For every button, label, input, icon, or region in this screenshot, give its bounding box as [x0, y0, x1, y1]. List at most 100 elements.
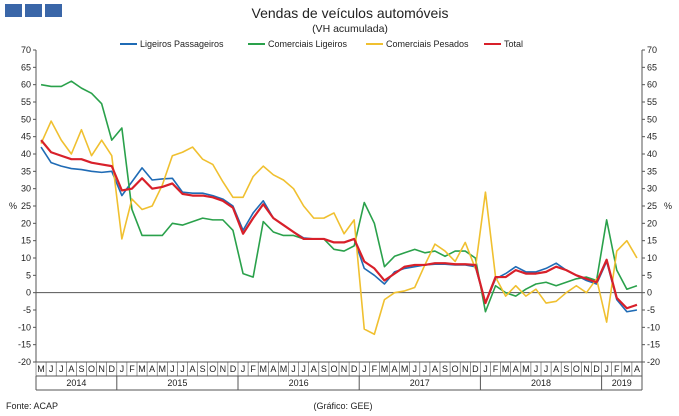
y-tick-label-right: 65	[647, 62, 657, 72]
x-tick-label-month: M	[381, 364, 389, 374]
y-tick-label-left: 30	[21, 184, 31, 194]
legend-label: Total	[504, 39, 523, 49]
x-tick-label-month: O	[573, 364, 580, 374]
y-tick-label-right: 50	[647, 114, 657, 124]
series-line-total	[40, 139, 638, 310]
x-tick-label-month: J	[301, 364, 306, 374]
y-tick-label-left: -20	[18, 357, 31, 367]
x-tick-label-month: O	[330, 364, 337, 374]
x-tick-label-month: O	[452, 364, 459, 374]
legend-label: Comerciais Pesados	[386, 39, 469, 49]
y-tick-label-right: 30	[647, 184, 657, 194]
y-tick-label-left: 0	[26, 288, 31, 298]
y-tick-label-left: 65	[21, 62, 31, 72]
x-tick-label-month: M	[37, 364, 45, 374]
x-tick-label-month: J	[170, 364, 175, 374]
y-tick-label-right: 70	[647, 45, 657, 55]
x-tick-label-month: J	[544, 364, 549, 374]
x-tick-label-month: S	[321, 364, 327, 374]
logo-block	[45, 4, 62, 17]
x-tick-label-month: A	[68, 364, 74, 374]
y-tick-label-right: 40	[647, 149, 657, 159]
legend-item-comerciais-ligeiros: Comerciais Ligeiros	[248, 39, 348, 49]
y-axis-label-right: %	[664, 201, 672, 211]
x-tick-label-month: F	[614, 364, 620, 374]
x-tick-label-month: A	[270, 364, 276, 374]
y-tick-label-right: 0	[647, 288, 652, 298]
x-tick-label-month: J	[362, 364, 367, 374]
x-tick-label-month: O	[88, 364, 95, 374]
y-tick-label-right: 55	[647, 97, 657, 107]
x-tick-label-month: M	[260, 364, 268, 374]
y-tick-label-left: 55	[21, 97, 31, 107]
y-tick-label-right: -15	[647, 340, 660, 350]
series-line-comerciais-ligeiros	[40, 80, 638, 313]
y-tick-label-right: 15	[647, 236, 657, 246]
y-tick-label-left: 40	[21, 149, 31, 159]
x-tick-label-month: J	[241, 364, 246, 374]
credit-note: (Gráfico: GEE)	[313, 401, 372, 411]
x-tick-label-month: S	[442, 364, 448, 374]
y-axis-label-left: %	[9, 201, 17, 211]
legend-label: Comerciais Ligeiros	[268, 39, 348, 49]
y-tick-label-left: -5	[23, 305, 31, 315]
x-tick-label-month: F	[129, 364, 135, 374]
x-tick-label-month: S	[78, 364, 84, 374]
y-tick-label-right: 35	[647, 166, 657, 176]
chart-title: Vendas de veículos automóveis	[252, 5, 449, 21]
y-tick-label-left: -15	[18, 340, 31, 350]
x-tick-label-month: N	[98, 364, 105, 374]
x-tick-label-month: D	[109, 364, 116, 374]
x-tick-label-month: O	[209, 364, 216, 374]
x-tick-label-month: J	[413, 364, 418, 374]
logo-block	[5, 4, 22, 17]
y-tick-label-left: 70	[21, 45, 31, 55]
x-tick-label-month: D	[230, 364, 237, 374]
y-tick-label-right: 20	[647, 218, 657, 228]
y-tick-label-left: 15	[21, 236, 31, 246]
year-label: 2018	[531, 378, 551, 388]
x-tick-label-month: S	[200, 364, 206, 374]
y-tick-label-right: -5	[647, 305, 655, 315]
x-tick-label-month: A	[513, 364, 519, 374]
series-line-ligeiros-passageiros	[40, 146, 638, 313]
year-label: 2017	[410, 378, 430, 388]
source-note: Fonte: ACAP	[6, 401, 58, 411]
y-tick-label-right: 25	[647, 201, 657, 211]
x-tick-label-month: M	[623, 364, 631, 374]
x-tick-label-month: N	[583, 364, 590, 374]
series-group	[40, 80, 638, 336]
x-tick-label-month: D	[351, 364, 358, 374]
y-tick-label-right: -20	[647, 357, 660, 367]
y-tick-label-left: 5	[26, 270, 31, 280]
x-tick-label-month: M	[522, 364, 530, 374]
logo-block	[25, 4, 42, 17]
x-tick-label-month: D	[472, 364, 479, 374]
x-tick-label-month: D	[593, 364, 600, 374]
y-tick-label-left: 35	[21, 166, 31, 176]
x-tick-label-month: A	[190, 364, 196, 374]
x-tick-label-month: M	[159, 364, 167, 374]
x-tick-label-month: J	[534, 364, 539, 374]
x-tick-label-month: A	[392, 364, 398, 374]
x-tick-label-month: S	[563, 364, 569, 374]
legend-label: Ligeiros Passageiros	[140, 39, 224, 49]
series-line-comerciais-pesados	[40, 120, 638, 336]
x-tick-label-month: A	[149, 364, 155, 374]
x-tick-label-month: J	[604, 364, 609, 374]
x-tick-label-month: N	[220, 364, 227, 374]
x-tick-label-month: M	[401, 364, 409, 374]
x-tick-label-month: J	[483, 364, 488, 374]
y-tick-label-left: 10	[21, 253, 31, 263]
x-tick-label-month: F	[493, 364, 499, 374]
y-tick-label-left: 50	[21, 114, 31, 124]
y-tick-label-right: 10	[647, 253, 657, 263]
legend: Ligeiros Passageiros Comerciais Ligeiros C…	[120, 39, 523, 49]
legend-item-total: Total	[484, 39, 523, 49]
x-tick-label-month: M	[502, 364, 510, 374]
y-tick-label-left: 25	[21, 201, 31, 211]
x-tick-label-month: A	[634, 364, 640, 374]
x-tick-label-month: F	[372, 364, 378, 374]
x-tick-label-month: A	[311, 364, 317, 374]
chart-subtitle: (VH acumulada)	[312, 23, 388, 35]
